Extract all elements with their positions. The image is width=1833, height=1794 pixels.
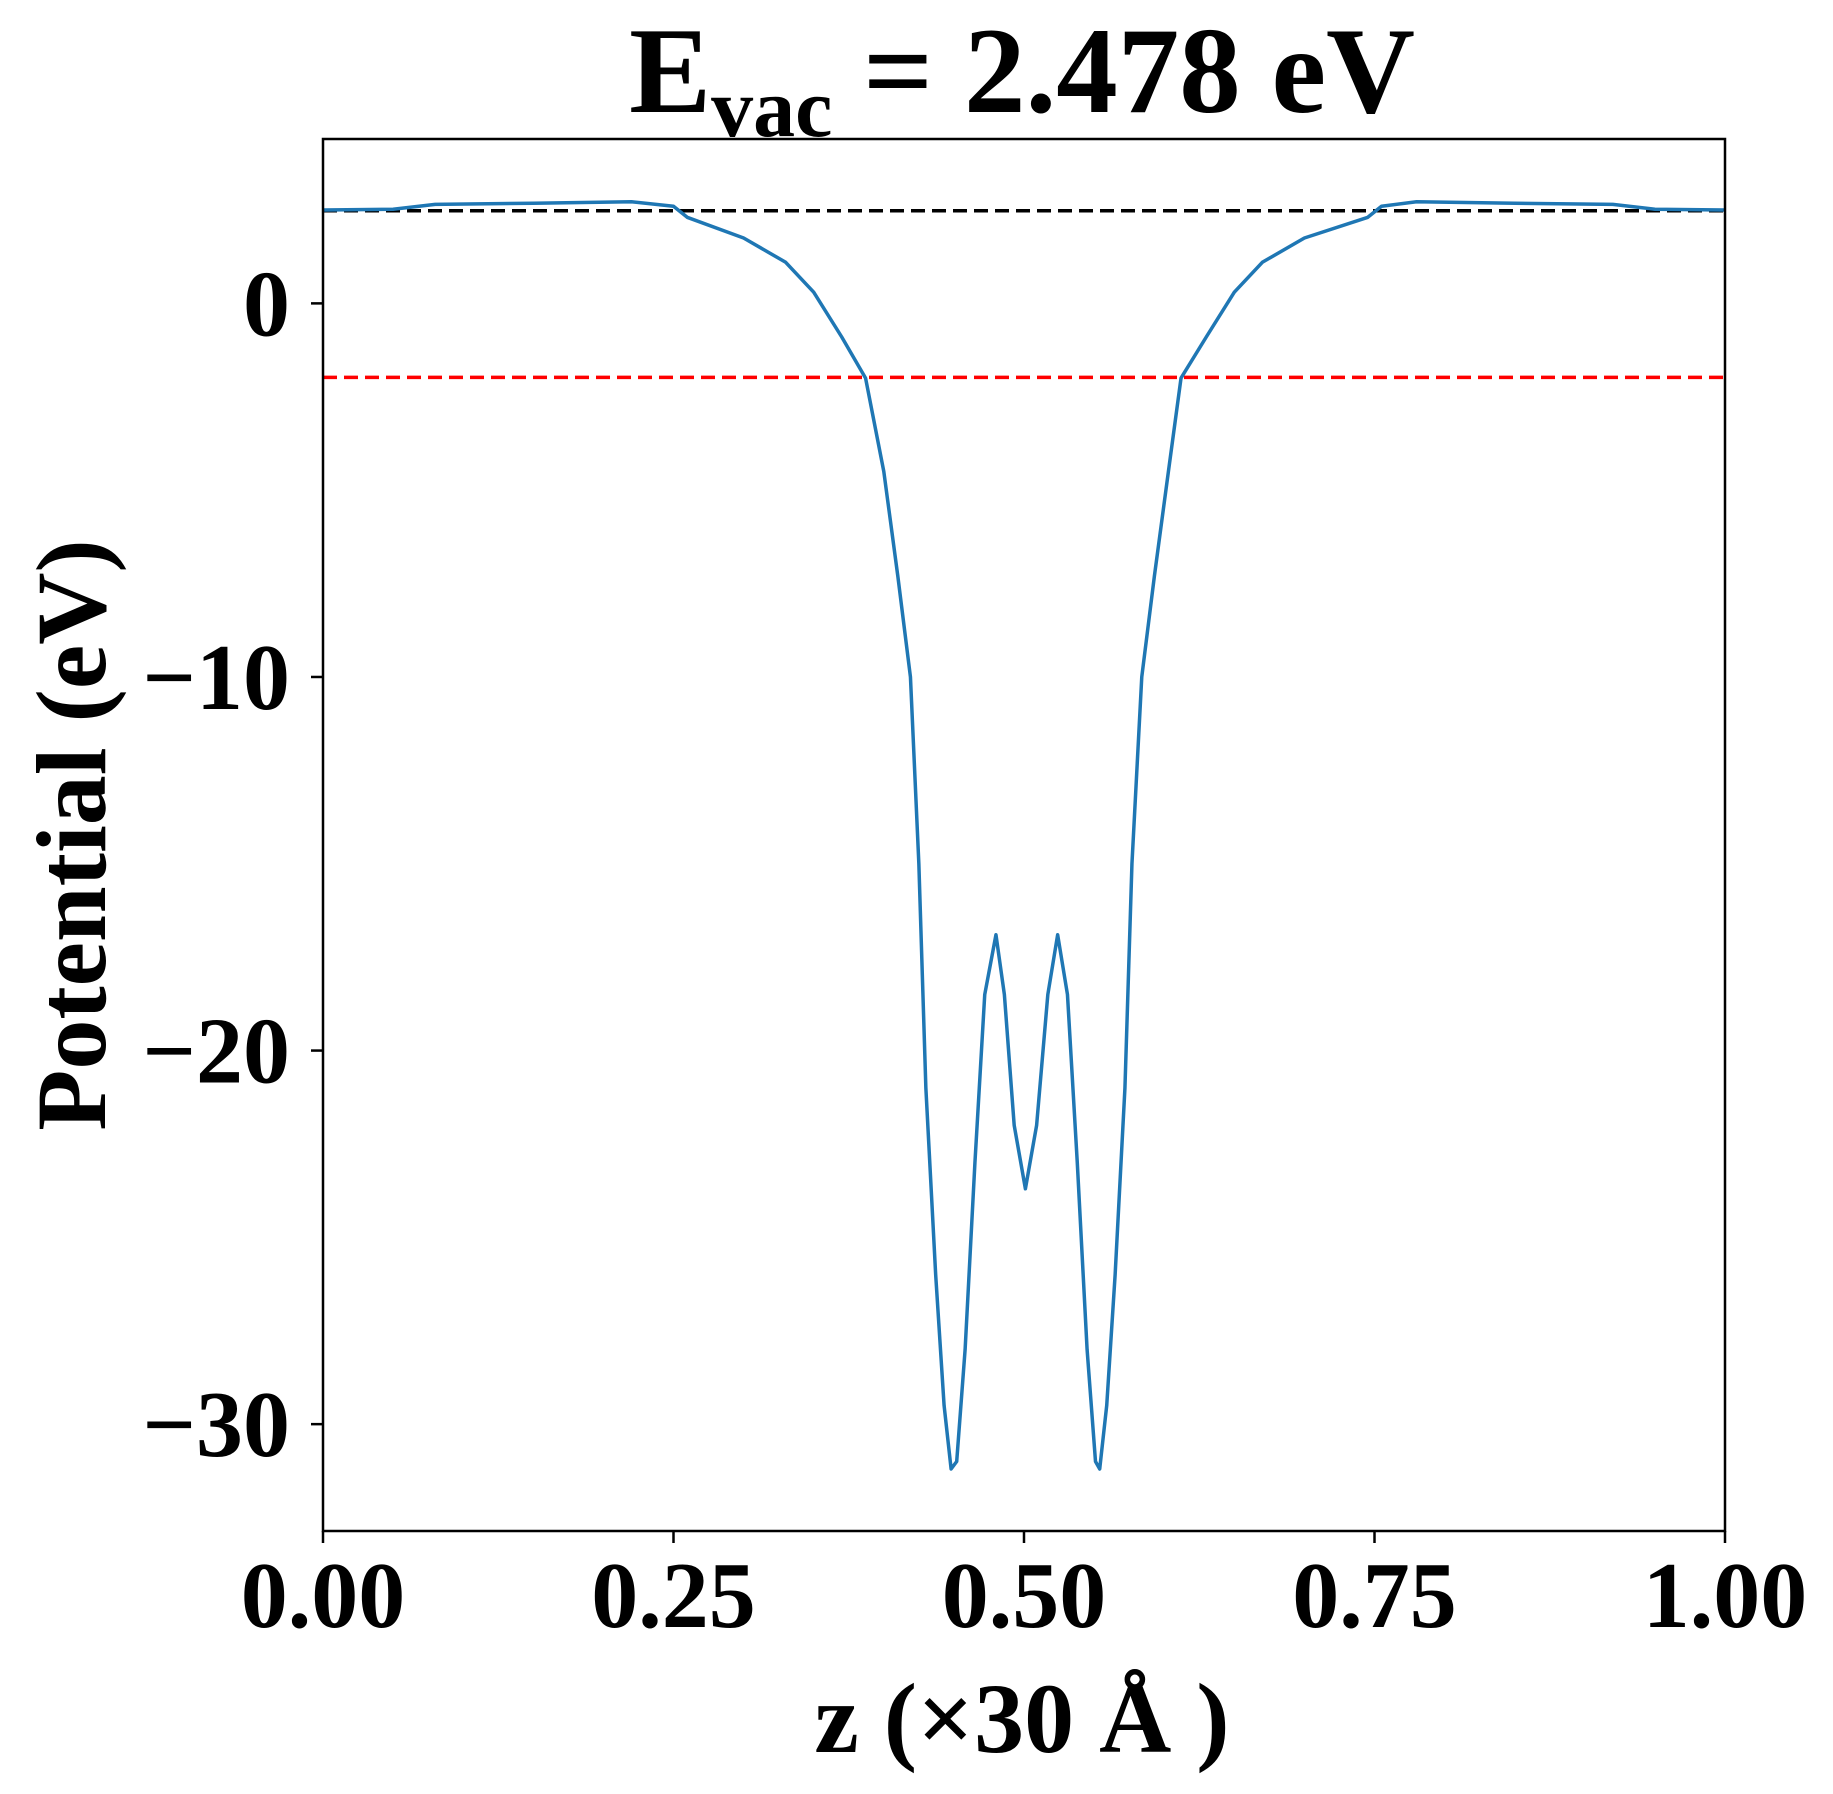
x-tick-label: 0.25 — [591, 1544, 756, 1648]
x-axis-label: z (×30 Å ) — [814, 1663, 1229, 1774]
y-tick-label: 0 — [243, 252, 290, 356]
plot-area: 0.00 0.25 0.50 0.75 1.00 0 −10 −20 −30 — [142, 137, 1808, 1648]
x-tick-label: 0.00 — [241, 1544, 406, 1648]
y-tick-label: −30 — [142, 1373, 290, 1477]
x-tick-label: 0.50 — [942, 1544, 1107, 1648]
x-tick-label: 1.00 — [1643, 1544, 1808, 1648]
title-base: E — [629, 2, 711, 139]
chart-title: Evac = 2.478 eV — [629, 2, 1415, 155]
y-tick-label: −20 — [142, 1000, 290, 1104]
plot-frame — [321, 137, 1727, 1533]
title-subscript: vac — [711, 62, 832, 155]
y-axis-label: Potential (eV) — [16, 539, 127, 1130]
y-tick-label: −10 — [142, 626, 290, 730]
title-text: = 2.478 eV — [832, 2, 1415, 139]
x-tick-label: 0.75 — [1292, 1544, 1457, 1648]
data-line — [322, 200, 1726, 1471]
